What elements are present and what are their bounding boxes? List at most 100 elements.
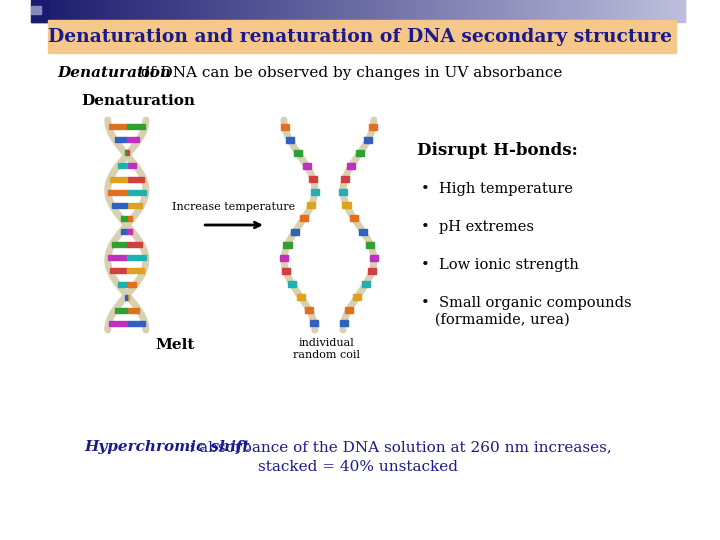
Bar [116,0,117,22]
Bar [467,0,468,22]
Bar [213,0,214,22]
Bar [381,0,382,22]
Bar [370,255,378,261]
Bar [514,0,515,22]
Bar [369,124,377,130]
Bar [127,164,136,168]
Bar [183,0,184,22]
Bar [329,0,330,22]
Bar [145,0,146,22]
Bar [510,0,511,22]
Bar [286,137,294,143]
Bar [118,281,127,287]
Bar [518,0,519,22]
Bar [612,0,613,22]
Bar [420,0,421,22]
Bar [627,0,629,22]
Bar [37,0,38,22]
Bar [664,0,665,22]
Bar [527,0,528,22]
Bar [316,0,317,22]
Text: Denaturation: Denaturation [81,94,196,108]
Bar [581,0,582,22]
Bar [127,216,132,221]
Bar [147,0,148,22]
Bar [571,0,572,22]
Bar [500,0,501,22]
Bar [476,0,477,22]
Bar [43,0,44,22]
Bar [642,0,643,22]
Bar [499,0,500,22]
Bar [610,0,611,22]
Bar [629,0,630,22]
Bar [127,0,129,22]
Bar [609,0,610,22]
Bar [564,0,565,22]
Bar [175,0,176,22]
Bar [99,0,101,22]
Bar [557,0,558,22]
Bar [474,0,476,22]
Bar [294,150,302,156]
Bar [493,0,494,22]
Bar [288,281,296,287]
Bar [513,0,514,22]
Bar [205,0,206,22]
Bar [574,0,575,22]
Bar [395,0,396,22]
Bar [110,177,127,181]
Bar [438,0,439,22]
Bar [652,0,653,22]
Bar [417,0,418,22]
Bar [112,203,127,208]
Bar [658,0,659,22]
Bar [471,0,472,22]
Bar [108,255,127,260]
Bar [56,0,57,22]
Bar [582,0,584,22]
Bar [265,0,266,22]
Bar [482,0,483,22]
Bar [366,242,374,248]
Bar [44,0,45,22]
Bar [95,0,96,22]
Bar [273,0,274,22]
Bar [32,0,50,22]
Bar [238,0,240,22]
Bar [541,0,542,22]
Bar [127,150,129,156]
Bar [364,0,365,22]
Bar [449,0,450,22]
Bar [503,0,504,22]
Bar [98,0,99,22]
Bar [186,0,188,22]
Bar [539,0,540,22]
Bar [144,0,145,22]
Bar [314,0,315,22]
Bar [572,0,573,22]
Bar [683,0,685,22]
Bar [153,0,154,22]
Bar [301,0,302,22]
Bar [324,0,325,22]
Bar [356,0,358,22]
Bar [59,0,60,22]
Bar [282,0,283,22]
Bar [480,0,481,22]
Bar [231,0,232,22]
Bar [189,0,190,22]
Bar [425,0,426,22]
Bar [377,0,379,22]
Bar [161,0,162,22]
Bar [495,0,497,22]
Text: Denaturation: Denaturation [57,66,171,80]
Bar [140,0,141,22]
Bar [303,0,304,22]
Bar [530,0,531,22]
Bar [573,0,574,22]
Bar [544,0,546,22]
Bar [532,0,533,22]
Bar [33,0,34,22]
Bar [413,0,414,22]
